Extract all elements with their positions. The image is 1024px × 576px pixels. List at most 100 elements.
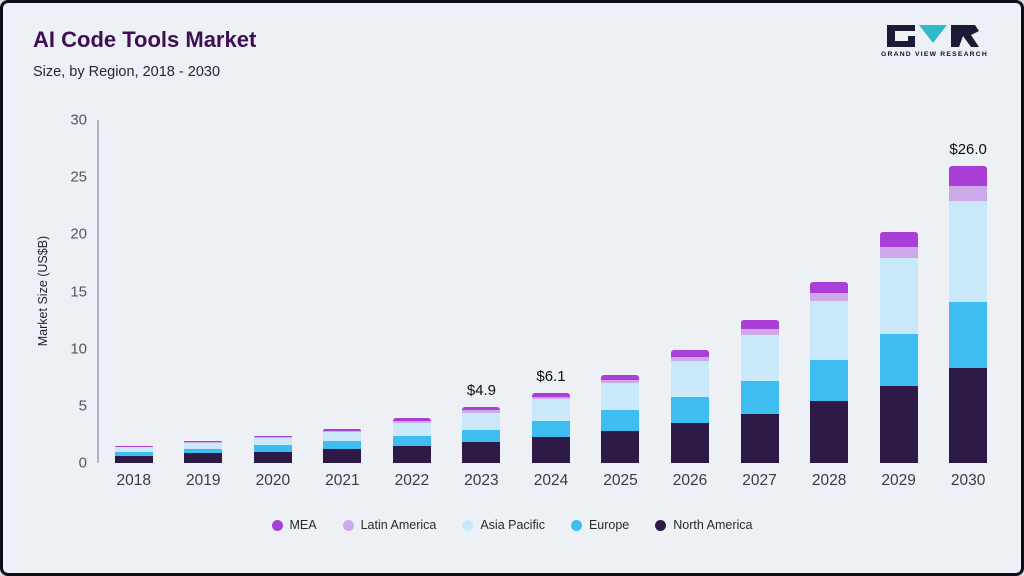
- bar-segment-north-america: [671, 422, 710, 463]
- legend-label: Asia Pacific: [480, 518, 545, 532]
- legend-label: Latin America: [360, 518, 437, 532]
- bar-segment-europe: [810, 360, 849, 402]
- x-tick-label: 2023: [464, 472, 499, 489]
- bar-segment-north-america: [531, 436, 570, 463]
- bar-segment-north-america: [740, 413, 779, 463]
- bar-segment-asia-pacific: [601, 382, 640, 411]
- bar-slot-2027: [725, 120, 795, 463]
- legend-dot-icon: [462, 519, 474, 531]
- legend-label: Europe: [588, 518, 630, 532]
- bar-segment-mea: [253, 435, 292, 437]
- bar-segment-north-america: [392, 445, 431, 463]
- gvr-logo-icon: [887, 25, 979, 47]
- bar-segment-asia-pacific: [253, 437, 292, 446]
- bar-slot-2020: [238, 120, 308, 463]
- x-tick-label: 2028: [811, 472, 847, 489]
- bar-segment-mea: [740, 320, 779, 330]
- x-tick-label: 2030: [950, 472, 986, 489]
- bar-segment-mea: [184, 441, 223, 443]
- y-tick-label: 10: [70, 340, 87, 358]
- bar-segment-asia-pacific: [392, 423, 431, 436]
- legend-label: North America: [673, 518, 753, 532]
- legend: MEA Latin America Asia Pacific Europe North …: [3, 518, 1021, 532]
- x-tick-label: 2020: [255, 472, 291, 489]
- bar-segment-latin-america: [184, 442, 223, 444]
- y-tick-label: 0: [78, 454, 87, 472]
- bar-slot-2023: $4.9: [447, 120, 517, 463]
- bar-slot-2029: [864, 120, 934, 463]
- x-tick-label: 2026: [672, 472, 708, 489]
- bar-segment-mea: [949, 165, 988, 187]
- bar-segment-north-america: [810, 401, 849, 463]
- legend-item-latin-america: Latin America: [342, 518, 437, 532]
- grand-view-research-logo: GRAND VIEW RESEARCH: [881, 23, 989, 58]
- bar-segment-asia-pacific: [323, 432, 362, 442]
- x-tick-label: 2021: [325, 472, 360, 489]
- bar-segment-asia-pacific: [671, 361, 710, 397]
- bar-segment-europe: [184, 448, 223, 454]
- legend-dot-icon: [655, 519, 667, 531]
- y-tick-label: 25: [70, 168, 87, 186]
- bar-segment-latin-america: [671, 356, 710, 362]
- bar-value-label: $4.9: [466, 381, 497, 399]
- logo-text: GRAND VIEW RESEARCH: [881, 51, 989, 58]
- bar-segment-latin-america: [462, 410, 501, 413]
- legend-item-europe: Europe: [570, 518, 630, 532]
- bar-segment-latin-america: [392, 421, 431, 424]
- bar-segment-latin-america: [601, 379, 640, 383]
- bar-segment-latin-america: [949, 186, 988, 202]
- bar-segment-latin-america: [531, 396, 570, 399]
- bar-segment-asia-pacific: [184, 443, 223, 449]
- x-tick-label: 2025: [603, 472, 638, 489]
- bar-segment-mea: [810, 282, 849, 293]
- bar-segment-europe: [114, 451, 153, 456]
- bar-segment-latin-america: [253, 436, 292, 438]
- bar-segment-latin-america: [740, 329, 779, 335]
- bar-slot-2024: $6.1: [516, 120, 586, 463]
- y-tick-label: 15: [70, 283, 87, 300]
- bar-segment-north-america: [949, 368, 988, 463]
- y-axis-ticks: 0 5 10 15 20 25 30: [3, 112, 87, 472]
- bar-slot-2030: $26.0: [933, 120, 1003, 463]
- bar-slot-2026: [655, 120, 725, 463]
- bar-segment-europe: [671, 396, 710, 423]
- bar-segment-mea: [879, 232, 918, 247]
- bar-segment-europe: [462, 429, 501, 443]
- legend-dot-icon: [271, 519, 283, 531]
- bar-slot-2028: [794, 120, 864, 463]
- legend-item-asia-pacific: Asia Pacific: [462, 518, 545, 532]
- bar-slot-2022: [377, 120, 447, 463]
- bar-segment-mea: [392, 418, 431, 422]
- y-axis-line: [97, 120, 99, 463]
- legend-dot-icon: [570, 519, 582, 531]
- bar-segment-europe: [253, 445, 292, 452]
- bar-segment-asia-pacific: [879, 258, 918, 334]
- bar-segment-asia-pacific: [949, 201, 988, 302]
- bar-segment-asia-pacific: [114, 447, 153, 452]
- bar-segment-europe: [740, 380, 779, 414]
- page-subtitle: Size, by Region, 2018 - 2030: [33, 64, 221, 80]
- x-axis-labels: 2018 2019 2020 2021 2022 2023 2024 2025 2026 2027…: [99, 472, 1003, 490]
- bar-segment-mea: [601, 375, 640, 380]
- bar-segment-asia-pacific: [810, 300, 849, 361]
- legend-label: MEA: [289, 518, 317, 532]
- x-tick-label: 2027: [742, 472, 777, 489]
- x-tick-label: 2029: [881, 472, 916, 489]
- bar-segment-north-america: [879, 386, 918, 463]
- bar-segment-north-america: [462, 442, 501, 463]
- bar-segment-latin-america: [879, 246, 918, 259]
- page-title: AI Code Tools Market: [33, 27, 257, 52]
- plot-area: $4.9 $6.1 $26.0: [99, 120, 1003, 463]
- bar-segment-mea: [462, 407, 501, 411]
- bar-segment-north-america: [253, 451, 292, 463]
- bar-segment-asia-pacific: [531, 399, 570, 421]
- bar-slot-2018: [99, 120, 169, 463]
- bar-value-label: $6.1: [536, 368, 566, 386]
- bar-segment-europe: [601, 410, 640, 431]
- x-tick-label: 2018: [116, 472, 151, 489]
- bar-segment-mea: [531, 393, 570, 397]
- x-tick-label: 2024: [533, 472, 569, 489]
- bar-segment-europe: [879, 333, 918, 387]
- legend-item-north-america: North America: [655, 518, 752, 532]
